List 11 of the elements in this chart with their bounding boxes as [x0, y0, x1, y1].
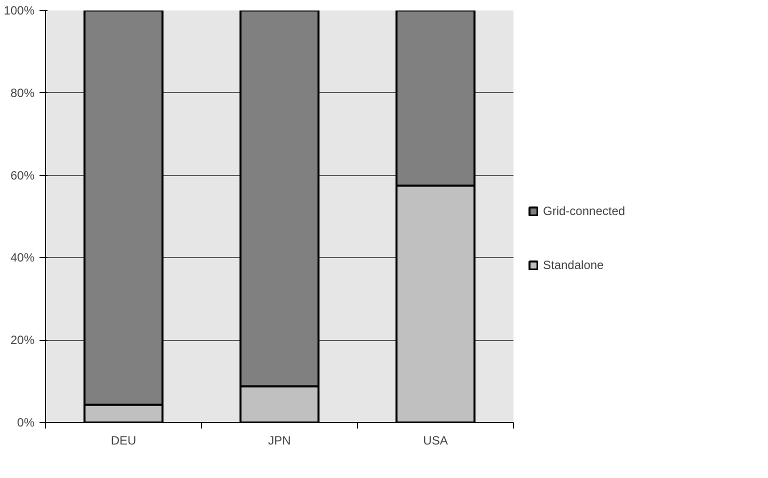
- legend-label: Grid-connected: [543, 204, 626, 218]
- y-tick-label: 60%: [10, 168, 35, 182]
- y-tick-label: 80%: [10, 86, 35, 100]
- y-tick-label: 100%: [4, 4, 35, 18]
- y-tick-label: 0%: [17, 416, 35, 430]
- y-tick-label: 40%: [10, 250, 35, 265]
- legend-label: Standalone: [543, 258, 604, 272]
- x-tick-label: DEU: [110, 434, 136, 448]
- x-tick-label: JPN: [268, 434, 291, 448]
- y-tick-label: 20%: [10, 333, 35, 348]
- x-tick-label: USA: [423, 434, 448, 448]
